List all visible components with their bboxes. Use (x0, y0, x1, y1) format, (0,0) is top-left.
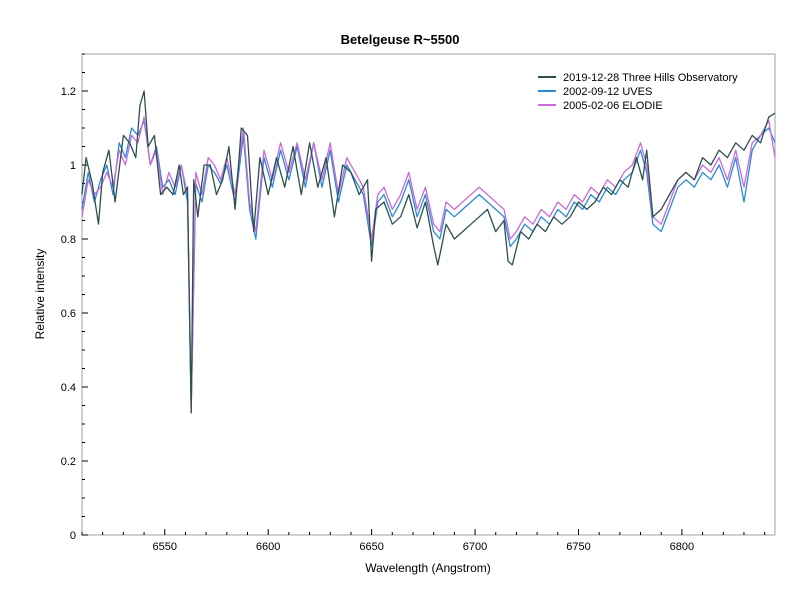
y-tick-label: 1.2 (61, 86, 76, 98)
y-tick-label: 0.8 (61, 234, 76, 246)
legend-label: 2019-12-28 Three Hills Observatory (563, 72, 738, 84)
series-layer (81, 90, 776, 414)
series-line-2005-02-06-elodie (81, 116, 776, 414)
x-axis: 6550 6600 6650 6700 6750 6800 (81, 529, 766, 553)
chart-title: Betelgeuse R~5500 (341, 32, 460, 47)
x-tick-label: 6650 (359, 541, 383, 553)
y-tick-label: 0.6 (61, 308, 76, 320)
y-tick-label: 0 (70, 530, 76, 542)
series-line-2002-09-12-uves (81, 119, 776, 407)
y-tick-label: 0.4 (61, 382, 76, 394)
x-tick-label: 6550 (153, 541, 177, 553)
x-tick-label: 6750 (566, 541, 590, 553)
legend-label: 2005-02-06 ELODIE (563, 100, 663, 112)
x-axis-label: Wavelength (Angstrom) (365, 561, 491, 575)
y-tick-label: 1 (70, 160, 76, 172)
x-tick-label: 6700 (463, 541, 487, 553)
y-tick-label: 0.2 (61, 456, 76, 468)
legend-label: 2002-09-12 UVES (563, 86, 652, 98)
legend: 2019-12-28 Three Hills Observatory 2002-0… (538, 72, 738, 112)
series-line-2019-12-28-three-hills-observatory (81, 90, 776, 414)
y-axis: 0 0.2 0.4 0.6 0.8 1 1.2 (61, 53, 88, 542)
x-tick-label: 6600 (256, 541, 280, 553)
x-tick-label: 6800 (670, 541, 694, 553)
plot-area (81, 53, 776, 536)
y-axis-label: Relative intensity (33, 249, 47, 340)
